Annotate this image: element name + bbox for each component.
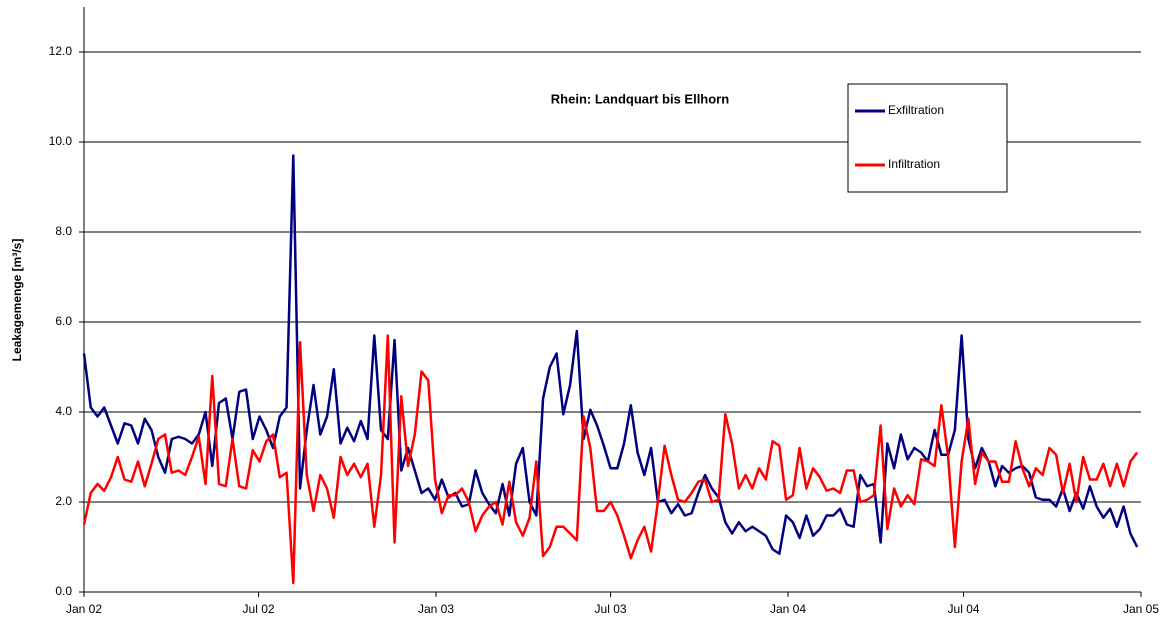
- legend-box: [847, 83, 1008, 193]
- y-tick-label: 8.0: [55, 224, 72, 238]
- legend-label: Infiltration: [888, 157, 940, 171]
- y-tick-label: 6.0: [55, 314, 72, 328]
- y-tick-label: 10.0: [49, 134, 73, 148]
- y-axis-label: Leakagemenge [m³/s]: [10, 239, 24, 362]
- y-tick-label: 2.0: [55, 494, 72, 508]
- series-line: [82, 334, 1139, 585]
- x-tick-label: Jan 03: [418, 602, 454, 616]
- y-tick-label: 12.0: [49, 44, 73, 58]
- x-tick-label: Jul 04: [948, 602, 980, 616]
- y-tick-label: 4.0: [55, 404, 72, 418]
- x-tick-label: Jul 02: [243, 602, 275, 616]
- legend-label: Exfiltration: [888, 103, 944, 117]
- x-tick-label: Jan 05: [1123, 602, 1159, 616]
- x-tick-label: Jan 04: [770, 602, 806, 616]
- x-tick-label: Jul 03: [595, 602, 627, 616]
- y-tick-label: 0.0: [55, 584, 72, 598]
- series-line: [82, 154, 1139, 555]
- x-tick-label: Jan 02: [66, 602, 102, 616]
- chart-title: Rhein: Landquart bis Ellhorn: [551, 91, 729, 106]
